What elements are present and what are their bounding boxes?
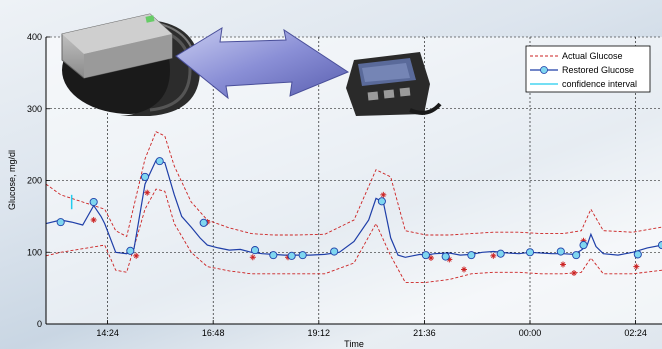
actual-glucose-point (90, 216, 97, 223)
restored-glucose-point (126, 246, 135, 255)
legend-actual-label: Actual Glucose (562, 51, 623, 61)
actual-glucose-point (633, 263, 640, 270)
restored-glucose-point (579, 241, 588, 250)
actual-glucose-point (461, 266, 467, 273)
x-tick-label: 16:48 (202, 328, 225, 338)
actual-glucose-point (560, 261, 566, 268)
y-tick-label: 200 (27, 176, 42, 186)
x-tick-label: 21:36 (413, 328, 436, 338)
markers-layer (56, 157, 662, 277)
y-tick-label: 100 (27, 247, 42, 257)
restored-glucose-point (56, 218, 65, 227)
legend-restored-label: Restored Glucose (562, 65, 634, 75)
restored-glucose-point (377, 197, 386, 206)
x-tick-label: 00:00 (519, 328, 542, 338)
restored-glucose-point (441, 252, 450, 261)
y-axis-label: Glucose, mg/dl (7, 150, 17, 210)
y-tick-label: 0 (37, 319, 42, 329)
restored-glucose-point (89, 197, 98, 207)
restored-glucose-point (140, 172, 150, 181)
legend-confidence-label: confidence interval (562, 79, 637, 89)
actual-glucose-point (571, 270, 577, 277)
actual-glucose-point (428, 254, 434, 261)
x-axis-label: Time (344, 339, 364, 349)
actual-glucose-point (249, 254, 256, 261)
restored-glucose-point (199, 218, 208, 227)
restored-glucose-point (496, 249, 505, 258)
legend: Actual Glucose Restored Glucose confiden… (525, 45, 651, 93)
ticks: 0 100 200 300 400 14:24 16:48 19:12 21:36 00:00 02… (27, 32, 647, 338)
restored-glucose-point (572, 251, 581, 260)
restored-glucose-point (633, 250, 642, 259)
restored-glucose-point (467, 251, 476, 260)
wrist-monitor-device-image (61, 13, 200, 116)
restored-glucose-point (250, 246, 260, 255)
actual-upper-line (45, 131, 662, 238)
transmission-arrow-icon (175, 27, 350, 100)
restored-glucose-point (421, 251, 430, 260)
actual-glucose-point (133, 252, 140, 259)
restored-glucose-point (287, 251, 296, 260)
x-tick-label: 19:12 (308, 328, 331, 338)
legend-restored-marker (540, 66, 548, 74)
restored-glucose-point (525, 248, 535, 257)
handheld-receiver-image (346, 52, 442, 116)
restored-glucose-point (556, 247, 565, 256)
x-tick-label: 14:24 (96, 328, 119, 338)
restored-glucose-point (269, 251, 278, 260)
actual-glucose-point (380, 191, 387, 198)
restored-glucose-point (657, 241, 662, 250)
x-tick-label: 02:24 (624, 328, 647, 338)
restored-glucose-point (330, 247, 339, 256)
actual-glucose-point (144, 189, 151, 196)
y-tick-label: 400 (27, 32, 42, 42)
restored-glucose-point (155, 157, 164, 166)
restored-glucose-point (298, 251, 307, 260)
y-tick-label: 300 (27, 104, 42, 114)
actual-glucose-point (490, 252, 497, 259)
